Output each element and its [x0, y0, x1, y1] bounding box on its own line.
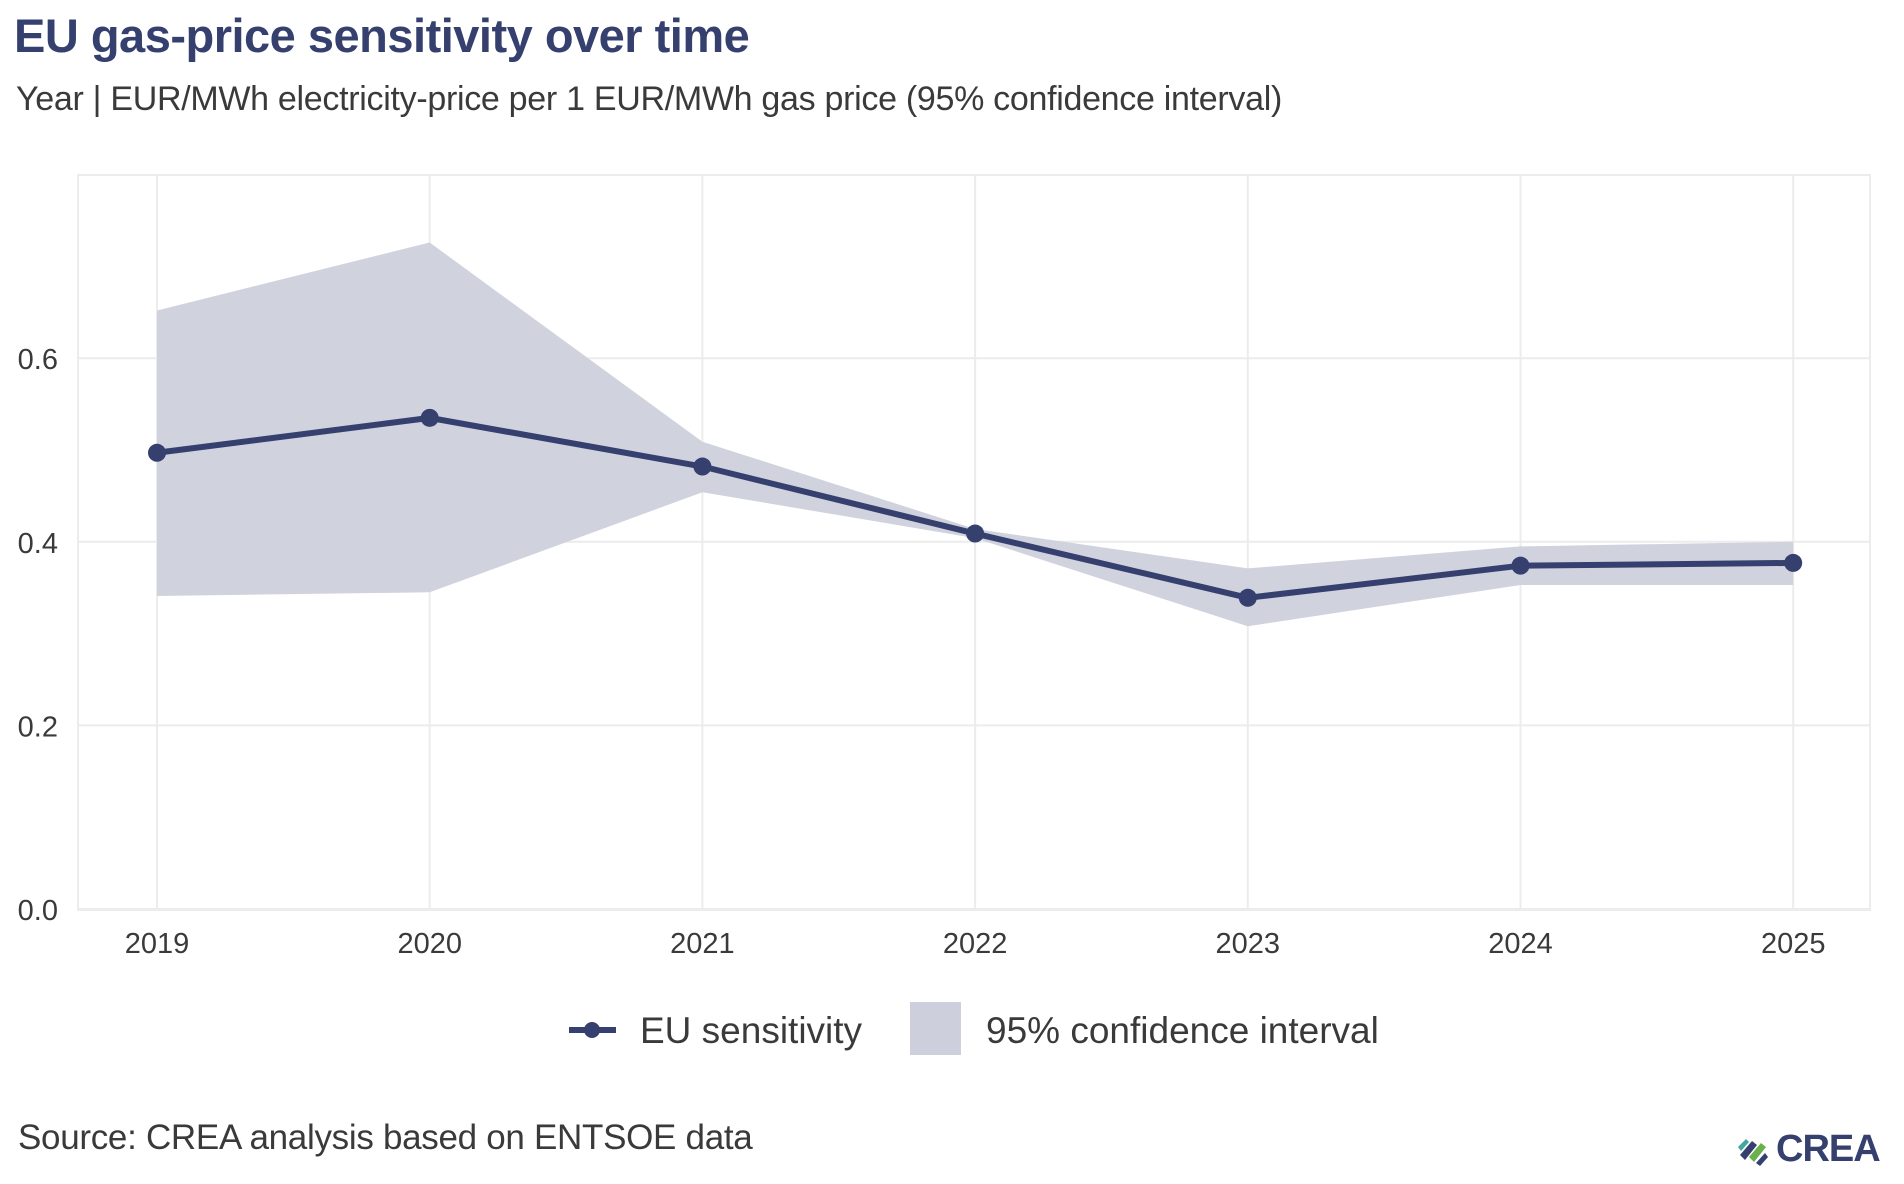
- x-tick-label: 2020: [397, 928, 462, 960]
- sensitivity-line-layer: [148, 408, 1803, 607]
- sensitivity-point: [693, 457, 712, 476]
- y-tick-label: 0.2: [18, 711, 58, 743]
- source-note: Source: CREA analysis based on ENTSOE da…: [18, 1118, 753, 1157]
- confidence-band-layer: [157, 242, 1794, 627]
- confidence-band: [157, 242, 1794, 627]
- sensitivity-point: [966, 524, 985, 543]
- crea-logo-text: CREA: [1776, 1128, 1881, 1170]
- legend: EU sensitivity 95% confidence interval: [569, 1002, 1379, 1055]
- sensitivity-point: [420, 408, 439, 427]
- x-tick-label: 2023: [1216, 928, 1281, 960]
- legend-label-eu-sensitivity: EU sensitivity: [640, 1010, 863, 1051]
- legend-marker-swatch: [584, 1022, 600, 1038]
- chart-title: EU gas-price sensitivity over time: [14, 9, 750, 62]
- sensitivity-point: [1238, 588, 1257, 607]
- x-tick-label: 2025: [1761, 928, 1826, 960]
- crea-logo-icon: [1738, 1138, 1768, 1166]
- x-tick-label: 2021: [670, 928, 735, 960]
- axes: 0.0 0.2 0.4 0.6 2019 2020 2021 2022 2023 2024 2025: [18, 344, 1826, 960]
- crea-logo: CREA: [1736, 1128, 1881, 1171]
- y-tick-label: 0.6: [18, 344, 58, 376]
- legend-label-confidence-interval: 95% confidence interval: [986, 1010, 1379, 1051]
- chart-subtitle: Year | EUR/MWh electricity-price per 1 E…: [16, 80, 1282, 118]
- y-tick-label: 0.4: [18, 528, 58, 560]
- y-tick-label: 0.0: [18, 895, 58, 927]
- sensitivity-point: [1784, 553, 1803, 572]
- sensitivity-point: [148, 443, 166, 462]
- legend-band-swatch: [910, 1002, 961, 1055]
- x-tick-label: 2019: [125, 928, 190, 960]
- x-tick-label: 2022: [943, 928, 1008, 960]
- sensitivity-point: [1511, 556, 1530, 575]
- x-tick-label: 2024: [1488, 928, 1553, 960]
